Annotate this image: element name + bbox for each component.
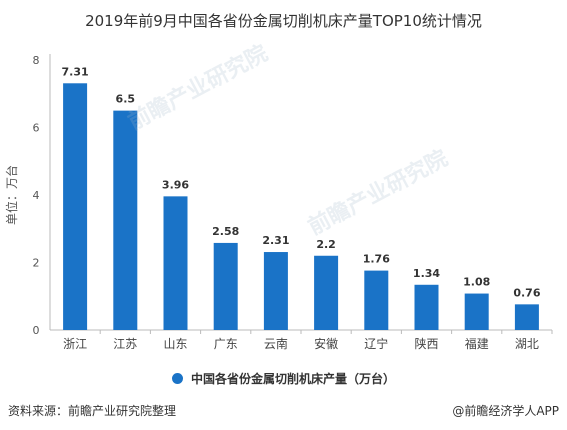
legend: 中国各省份金属切削机床产量（万台）: [0, 370, 567, 387]
y-tick-label: 4: [33, 189, 40, 202]
y-tick-label: 0: [33, 324, 40, 337]
data-label: 6.5: [116, 93, 136, 106]
bar: [314, 255, 339, 330]
legend-label: 中国各省份金属切削机床产量（万台）: [190, 372, 395, 386]
data-label: 7.31: [62, 65, 89, 78]
y-tick-label: 6: [33, 122, 40, 135]
y-axis-label-group: 单位：万台: [4, 165, 19, 225]
x-tick-label: 广东: [214, 337, 238, 351]
bar: [213, 242, 238, 330]
data-label: 3.96: [162, 178, 189, 191]
data-label: 0.76: [513, 286, 540, 299]
x-tick-label: 湖北: [515, 336, 539, 351]
x-tick-label: 浙江: [63, 337, 87, 351]
y-tick-label: 8: [33, 54, 40, 67]
x-tick-label: 福建: [465, 336, 489, 351]
data-label: 1.08: [463, 276, 490, 289]
data-label: 2.31: [262, 234, 289, 247]
x-tick-label: 云南: [264, 336, 288, 351]
data-label: 2.58: [212, 225, 239, 238]
brand-credit: @前瞻经济学人APP: [452, 404, 559, 418]
x-tick-label: 辽宁: [364, 336, 388, 351]
bar: [113, 110, 138, 330]
x-axis-ticks: 浙江 江苏 山东 广东 云南 安徽 辽宁 陕西 福建 湖北: [63, 330, 553, 351]
bar: [63, 83, 88, 330]
x-tick-label: 安徽: [314, 336, 338, 351]
bar: [364, 270, 389, 330]
x-tick-label: 陕西: [414, 336, 438, 351]
bar: [263, 252, 288, 330]
bar: [414, 284, 439, 330]
bar: [163, 196, 188, 330]
data-label: 1.76: [363, 253, 390, 266]
source-note: 资料来源：前瞻产业研究院整理: [8, 404, 177, 418]
x-tick-label: 山东: [163, 337, 187, 351]
bar: [514, 304, 539, 330]
x-tick-label: 江苏: [113, 337, 137, 351]
data-label: 2.2: [316, 238, 336, 251]
bars: [63, 83, 539, 330]
y-tick-label: 2: [33, 257, 40, 270]
y-axis-ticks: 0 2 4 6 8: [33, 54, 40, 337]
value-labels: 7.31 6.5 3.96 2.58 2.31 2.2 1.76 1.34 1.08 0.76: [62, 65, 541, 299]
legend-marker: [171, 373, 183, 384]
y-axis-label: 单位：万台: [4, 165, 19, 225]
bar: [464, 293, 489, 330]
data-label: 1.34: [413, 267, 440, 280]
chart-title: 2019年前9月中国各省份金属切削机床产量TOP10统计情况: [85, 12, 482, 30]
